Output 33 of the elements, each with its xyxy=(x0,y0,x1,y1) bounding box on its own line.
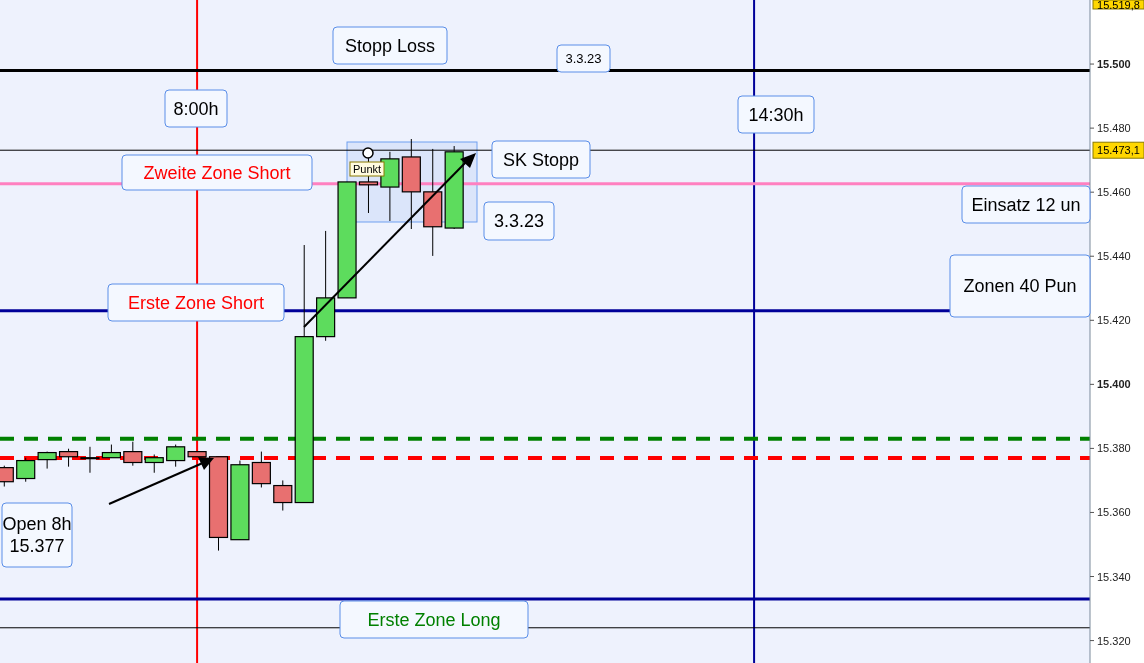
candlestick xyxy=(251,451,271,488)
y-tick-label: 15.440 xyxy=(1097,250,1131,263)
y-tick-label: 15.480 xyxy=(1097,122,1131,135)
annotation: Einsatz 12 un xyxy=(971,194,1081,215)
ref-line-label: Zweite Zone Short xyxy=(143,162,291,183)
text: 15.519,8 xyxy=(1097,0,1140,11)
y-tick-label: 15.320 xyxy=(1097,634,1131,647)
y-tick-label: 15.500 xyxy=(1097,58,1131,71)
annotation: Zonen 40 Pun xyxy=(963,276,1077,296)
annotation: Open 8h 15.377 xyxy=(2,513,72,557)
annotation: 3.3.23 xyxy=(565,51,602,66)
ref-line-label: 8:00h xyxy=(173,98,219,119)
candlestick xyxy=(166,444,186,468)
y-tick-label: 15.360 xyxy=(1097,506,1131,519)
ref-line-label: 15.473,1 xyxy=(1097,144,1140,157)
y-tick-label: 15.460 xyxy=(1097,186,1131,199)
y-tick-label: 15.340 xyxy=(1097,570,1131,583)
candlestick xyxy=(16,457,36,483)
ref-line-label: Erste Zone Long xyxy=(367,609,501,630)
ref-line-label: Erste Zone Short xyxy=(127,292,265,313)
candlestick xyxy=(123,441,143,467)
y-tick-label: 15.420 xyxy=(1097,314,1131,327)
y-tick-label: 15.380 xyxy=(1097,442,1131,455)
annotation: SK Stopp xyxy=(502,149,580,170)
ref-line-label: Stopp Loss xyxy=(344,35,436,56)
y-tick-label: 15.400 xyxy=(1097,378,1131,391)
candlestick xyxy=(37,451,57,470)
candlestick xyxy=(80,446,100,474)
candlestick xyxy=(273,479,293,512)
ref-line-label: 14:30h xyxy=(748,104,804,125)
candlestick xyxy=(144,453,164,474)
annotation: Punkt xyxy=(352,163,382,175)
annotation: 3.3.23 xyxy=(493,211,545,231)
